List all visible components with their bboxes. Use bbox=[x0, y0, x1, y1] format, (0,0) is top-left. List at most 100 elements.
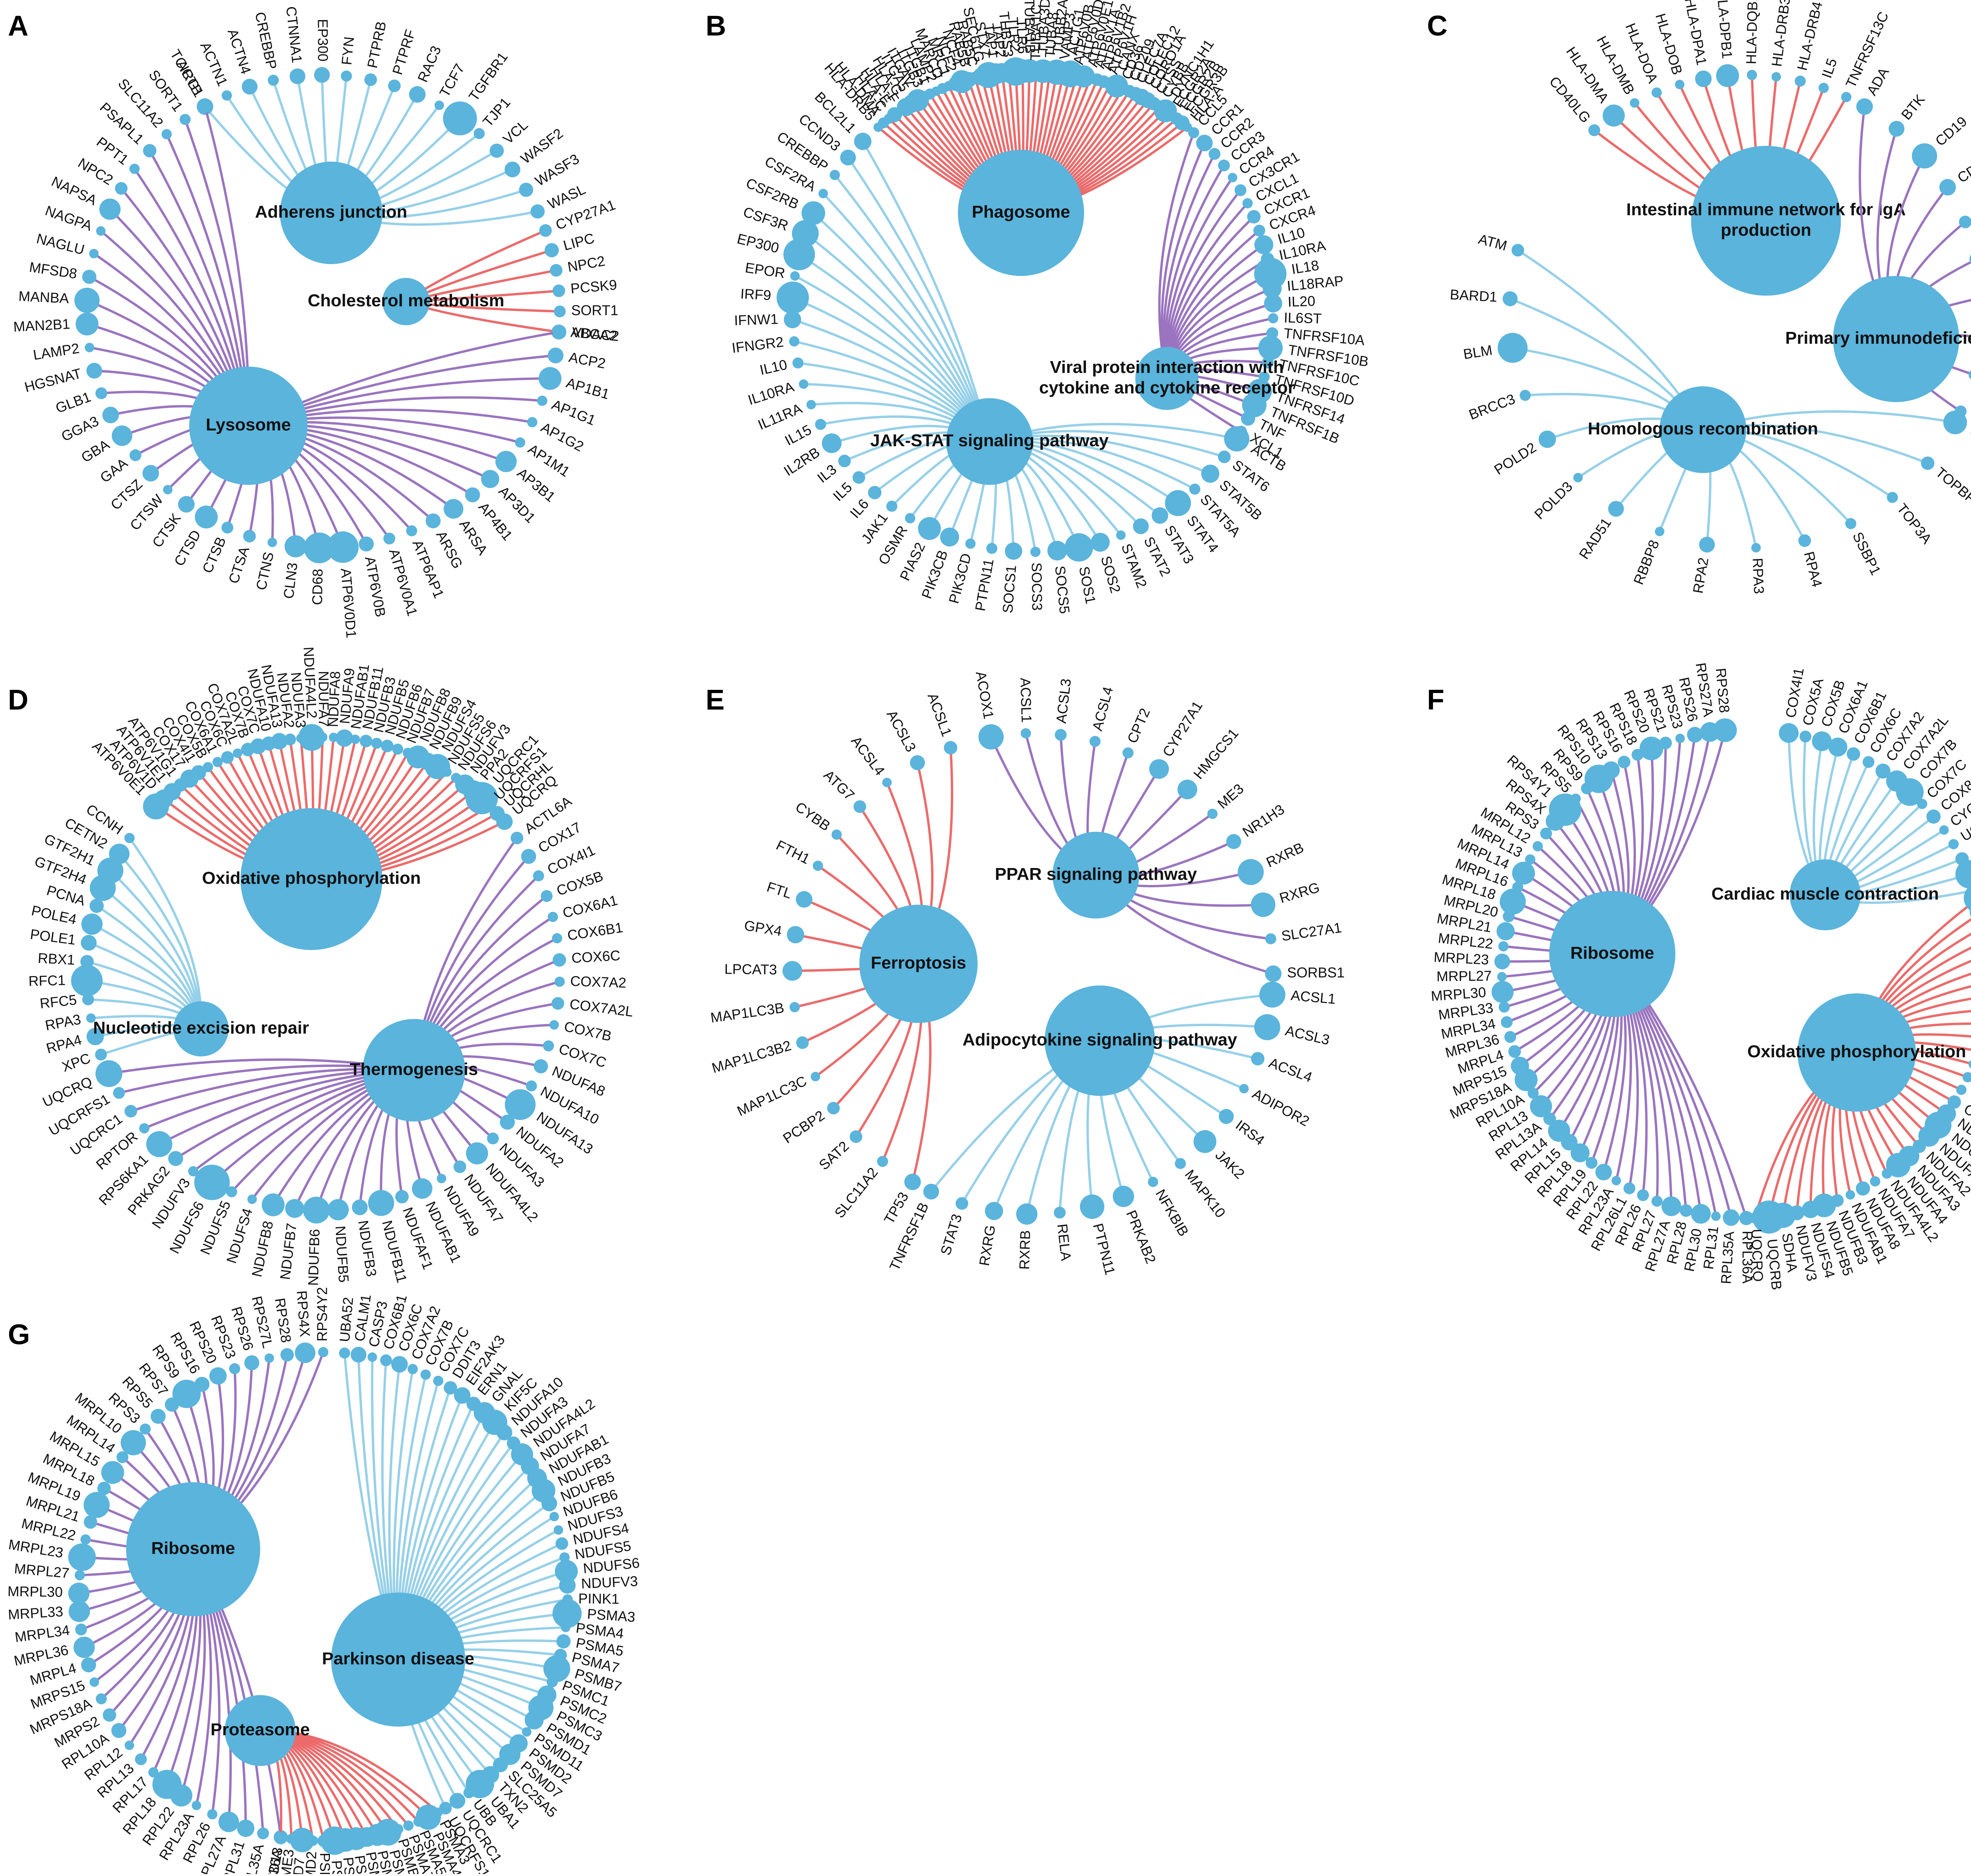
gene-node-osmr[interactable] bbox=[905, 513, 915, 523]
gene-node-ndufb3[interactable] bbox=[352, 1200, 368, 1215]
gene-node-sos1[interactable] bbox=[1065, 533, 1093, 562]
gene-node-pcbp2[interactable] bbox=[827, 1102, 840, 1114]
gene-node-cetn2[interactable] bbox=[109, 844, 130, 864]
gene-node-cox5b[interactable] bbox=[203, 762, 213, 772]
gene-node-cxcl1[interactable] bbox=[1243, 198, 1253, 209]
gene-node-npc2[interactable] bbox=[115, 182, 128, 195]
gene-node-ssbp1[interactable] bbox=[1845, 518, 1856, 529]
gene-node-rpa4[interactable] bbox=[1798, 534, 1811, 547]
gene-node-ndufa3[interactable] bbox=[487, 1133, 499, 1144]
gene-node-pole4[interactable] bbox=[81, 913, 102, 935]
gene-node-rxrb[interactable] bbox=[1016, 1203, 1038, 1225]
gene-node-map1lc3b2[interactable] bbox=[796, 1036, 809, 1049]
gene-node-actn4[interactable] bbox=[242, 79, 257, 95]
gene-node-acsl3[interactable] bbox=[1254, 1014, 1280, 1040]
gene-node-psme3[interactable] bbox=[286, 1834, 296, 1844]
gene-node-cox6b1[interactable] bbox=[1847, 747, 1860, 761]
gene-node-rpl26[interactable] bbox=[1637, 1189, 1649, 1201]
gene-node-rps26[interactable] bbox=[244, 1355, 259, 1370]
gene-node-tgfbr1[interactable] bbox=[443, 101, 477, 135]
gene-node-pole1[interactable] bbox=[81, 935, 97, 951]
gene-node-rpl31[interactable] bbox=[237, 1820, 254, 1837]
gene-node-stat5b[interactable] bbox=[1201, 465, 1219, 483]
gene-node-sat2[interactable] bbox=[850, 1130, 862, 1143]
gene-node-ctsk[interactable] bbox=[178, 496, 195, 512]
gene-node-socs1[interactable] bbox=[1005, 542, 1022, 560]
gene-node-bard1[interactable] bbox=[1503, 291, 1518, 306]
gene-node-acsl1[interactable] bbox=[1021, 728, 1031, 738]
gene-node-rps28[interactable] bbox=[280, 1348, 294, 1362]
gene-node-vcl[interactable] bbox=[490, 143, 504, 158]
gene-node-hla-drb4[interactable] bbox=[1795, 76, 1806, 87]
gene-node-rps5[interactable] bbox=[151, 1409, 166, 1424]
gene-node-il3[interactable] bbox=[838, 455, 851, 467]
gene-node-cox8a[interactable] bbox=[1956, 1085, 1967, 1095]
gene-node-ap3d1[interactable] bbox=[481, 470, 499, 488]
gene-node-tnfrsf10b[interactable] bbox=[1258, 336, 1283, 360]
gene-node-xpc[interactable] bbox=[95, 1049, 107, 1060]
gene-node-acsl4[interactable] bbox=[1090, 736, 1101, 747]
gene-node-sort1[interactable] bbox=[180, 114, 191, 125]
gene-node-acsl4[interactable] bbox=[882, 778, 892, 787]
gene-node-hla-drb3[interactable] bbox=[1772, 72, 1781, 82]
gene-node-acox1[interactable] bbox=[978, 724, 1004, 749]
gene-node-ndufb11[interactable] bbox=[368, 1190, 394, 1216]
gene-node-atm[interactable] bbox=[1511, 244, 1524, 257]
gene-node-stat3[interactable] bbox=[956, 1197, 968, 1210]
gene-node-uqcrq[interactable] bbox=[496, 813, 513, 830]
gene-node-rpl12[interactable] bbox=[125, 1740, 134, 1750]
gene-node-ndufa7[interactable] bbox=[318, 732, 328, 742]
gene-node-psma7[interactable] bbox=[403, 1820, 414, 1831]
gene-node-mrpl33[interactable] bbox=[1499, 1002, 1510, 1013]
gene-node-rpl28[interactable] bbox=[1680, 1204, 1692, 1217]
gene-node-tnfrsf13c[interactable] bbox=[1841, 92, 1852, 102]
gene-node-napsa[interactable] bbox=[99, 199, 121, 220]
gene-node-acsl3[interactable] bbox=[1055, 729, 1067, 741]
gene-node-rps28[interactable] bbox=[1713, 718, 1737, 742]
gene-node-mrpl21[interactable] bbox=[1496, 922, 1515, 940]
gene-node-mrpl34[interactable] bbox=[1501, 1016, 1513, 1028]
gene-node-tp53[interactable] bbox=[904, 1174, 921, 1190]
gene-node-ndufb6[interactable] bbox=[550, 1512, 559, 1521]
gene-node-mrps15[interactable] bbox=[89, 1677, 99, 1687]
gene-node-gba[interactable] bbox=[112, 425, 132, 446]
gene-node-rpl13[interactable] bbox=[135, 1753, 147, 1765]
gene-node-rps20[interactable] bbox=[209, 1367, 227, 1384]
gene-node-ftl[interactable] bbox=[796, 891, 812, 907]
gene-node-acsl1[interactable] bbox=[1259, 982, 1285, 1008]
gene-node-tcf7[interactable] bbox=[434, 101, 444, 110]
gene-node-psmd1[interactable] bbox=[525, 1710, 544, 1729]
gene-node-mrpl4[interactable] bbox=[81, 1657, 96, 1672]
gene-node-glb1[interactable] bbox=[95, 387, 107, 399]
gene-node-uba52[interactable] bbox=[339, 1347, 350, 1358]
gene-node-ndufs4[interactable] bbox=[555, 1537, 568, 1550]
gene-node-cox7a2[interactable] bbox=[408, 1364, 418, 1374]
gene-node-me3[interactable] bbox=[1207, 809, 1218, 819]
gene-node-ndufa4l2[interactable] bbox=[1882, 1168, 1892, 1179]
gene-node-cd40lg[interactable] bbox=[1969, 251, 1971, 266]
gene-node-gga3[interactable] bbox=[102, 407, 119, 423]
gene-node-mrpl22[interactable] bbox=[80, 1534, 91, 1544]
gene-node-pias2[interactable] bbox=[918, 517, 941, 540]
gene-node-blm[interactable] bbox=[1498, 333, 1528, 363]
gene-node-ndufv3[interactable] bbox=[188, 1166, 198, 1176]
gene-node-ap3b1[interactable] bbox=[496, 451, 517, 472]
gene-node-mrps15[interactable] bbox=[1511, 1057, 1529, 1075]
gene-node-ptprf[interactable] bbox=[388, 80, 401, 92]
gene-node-top3a[interactable] bbox=[1887, 492, 1898, 503]
gene-node-cox6a1[interactable] bbox=[1828, 738, 1847, 756]
gene-node-cybb[interactable] bbox=[831, 829, 842, 840]
gene-node-tnfrsf1b[interactable] bbox=[923, 1184, 939, 1200]
gene-node-rps23[interactable] bbox=[229, 1363, 240, 1374]
gene-node-cox7c[interactable] bbox=[1963, 1072, 1971, 1082]
gene-node-cox7a2l[interactable] bbox=[551, 997, 564, 1010]
gene-node-il11ra[interactable] bbox=[807, 400, 816, 409]
gene-node-uqcrc1[interactable] bbox=[125, 1105, 137, 1118]
gene-node-mapk10[interactable] bbox=[1175, 1158, 1186, 1169]
gene-node-psmd11[interactable] bbox=[522, 1727, 531, 1736]
gene-node-ccr3[interactable] bbox=[1218, 160, 1230, 171]
gene-node-mrpl30[interactable] bbox=[1492, 981, 1514, 1003]
gene-node-ndufb3[interactable] bbox=[371, 738, 382, 749]
gene-node-ndufab1[interactable] bbox=[350, 735, 360, 744]
gene-node-stat6[interactable] bbox=[1218, 451, 1231, 463]
